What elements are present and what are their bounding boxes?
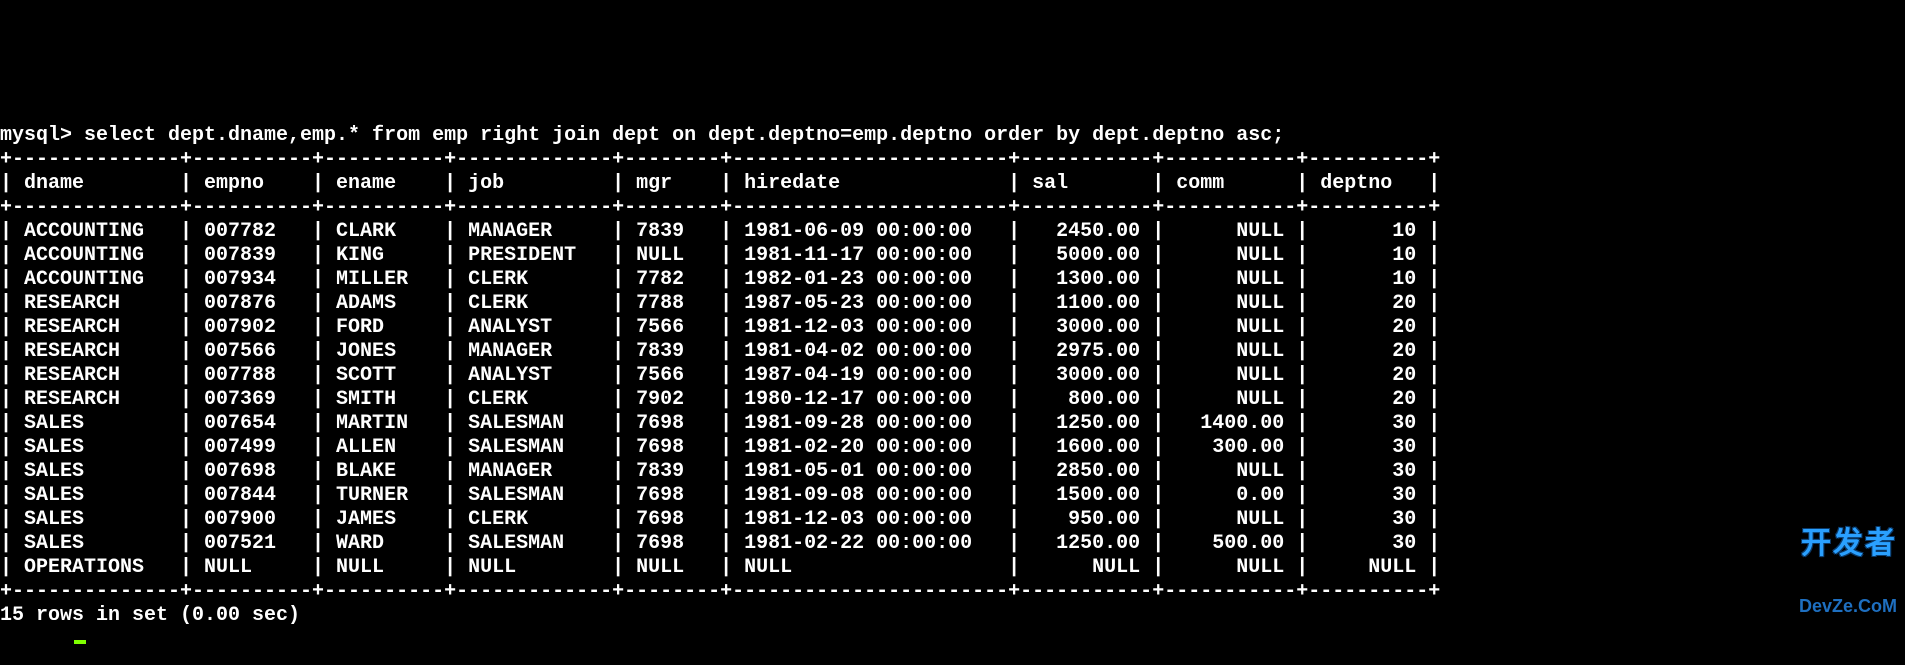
table-row: | SALES | 007654 | MARTIN | SALESMAN | 7…: [0, 412, 1905, 436]
query-line: mysql> select dept.dname,emp.* from emp …: [0, 124, 1905, 148]
result-footer: 15 rows in set (0.00 sec): [0, 604, 1905, 628]
table-row: | OPERATIONS | NULL | NULL | NULL | NULL…: [0, 556, 1905, 580]
table-row: | ACCOUNTING | 007782 | CLARK | MANAGER …: [0, 220, 1905, 244]
table-row: | SALES | 007844 | TURNER | SALESMAN | 7…: [0, 484, 1905, 508]
table-separator: +--------------+----------+----------+--…: [0, 148, 1905, 172]
table-row: | ACCOUNTING | 007934 | MILLER | CLERK |…: [0, 268, 1905, 292]
table-row: | SALES | 007698 | BLAKE | MANAGER | 783…: [0, 460, 1905, 484]
table-row: | RESEARCH | 007788 | SCOTT | ANALYST | …: [0, 364, 1905, 388]
table-header-row: | dname | empno | ename | job | mgr | hi…: [0, 172, 1905, 196]
table-row: | SALES | 007521 | WARD | SALESMAN | 769…: [0, 532, 1905, 556]
mysql-terminal-output: mysql> select dept.dname,emp.* from emp …: [0, 120, 1905, 652]
watermark: 开发者 DevZe.CoM: [1799, 489, 1897, 635]
table-row: | RESEARCH | 007369 | SMITH | CLERK | 79…: [0, 388, 1905, 412]
table-row: | RESEARCH | 007902 | FORD | ANALYST | 7…: [0, 316, 1905, 340]
table-row: | SALES | 007499 | ALLEN | SALESMAN | 76…: [0, 436, 1905, 460]
table-row: | RESEARCH | 007876 | ADAMS | CLERK | 77…: [0, 292, 1905, 316]
prompt-line[interactable]: [0, 628, 1905, 652]
watermark-cn: 开发者: [1799, 529, 1897, 559]
table-row: | ACCOUNTING | 007839 | KING | PRESIDENT…: [0, 244, 1905, 268]
watermark-en: DevZe.CoM: [1799, 597, 1897, 615]
table-row: | RESEARCH | 007566 | JONES | MANAGER | …: [0, 340, 1905, 364]
table-separator: +--------------+----------+----------+--…: [0, 196, 1905, 220]
table-row: | SALES | 007900 | JAMES | CLERK | 7698 …: [0, 508, 1905, 532]
table-separator: +--------------+----------+----------+--…: [0, 580, 1905, 604]
